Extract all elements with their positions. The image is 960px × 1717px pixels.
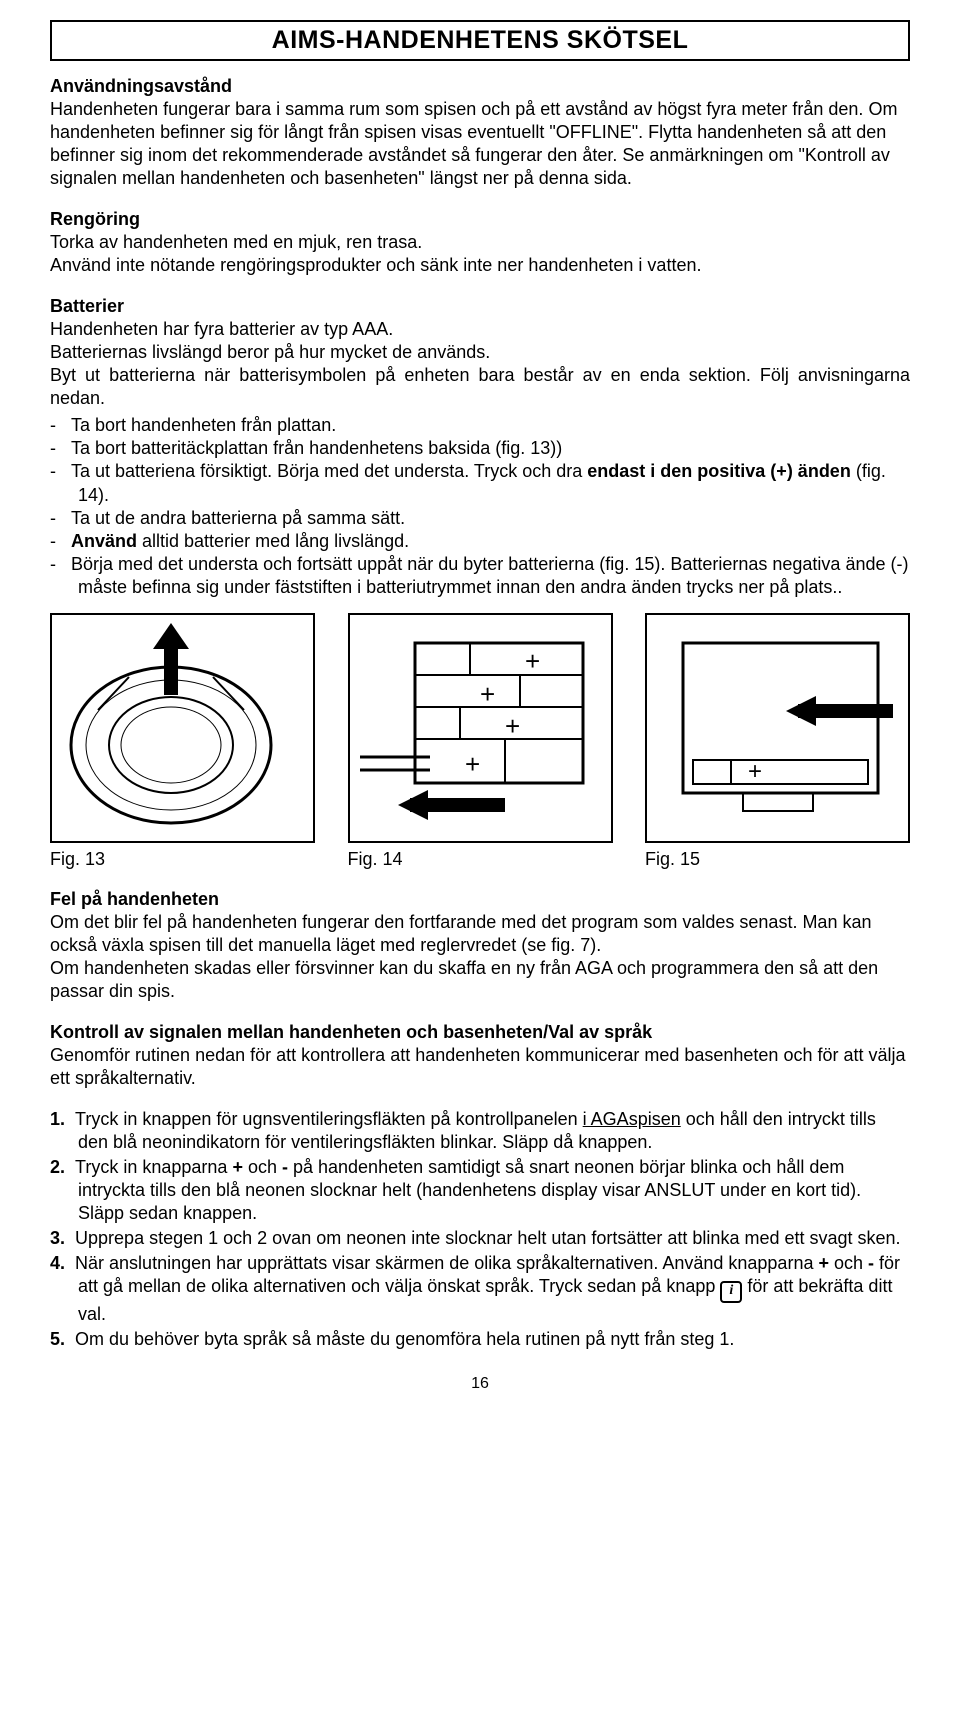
figure-captions: Fig. 13 Fig. 14 Fig. 15 — [50, 849, 910, 870]
fault-head: Fel på handenheten — [50, 889, 219, 909]
page-title: AIMS-HANDENHETENS SKÖTSEL — [52, 26, 908, 55]
info-icon: i — [720, 1281, 742, 1303]
batteries-list: - Ta bort handenheten från plattan. - Ta… — [50, 414, 910, 598]
step-2: 2. Tryck in knapparna + och - på handenh… — [50, 1156, 910, 1225]
step-4: 4. När anslutningen har upprättats visar… — [50, 1252, 910, 1326]
usage-body: Handenheten fungerar bara i samma rum so… — [50, 99, 897, 188]
section-batteries: Batterier Handenheten har fyra batterier… — [50, 295, 910, 410]
batt-li2: - Ta bort batteritäckplattan från handen… — [50, 437, 910, 460]
batteries-p2: Batteriernas livslängd beror på hur myck… — [50, 342, 490, 362]
batteries-p3: Byt ut batterierna när batterisymbolen p… — [50, 364, 910, 410]
figures-row: + + + + + — [50, 613, 910, 843]
step-5: 5. Om du behöver byta språk så måste du … — [50, 1328, 910, 1351]
signal-body: Genomför rutinen nedan för att kontrolle… — [50, 1045, 906, 1088]
cleaning-body: Torka av handenheten med en mjuk, ren tr… — [50, 232, 701, 275]
figure-15: + — [645, 613, 910, 843]
section-usage: Användningsavstånd Handenheten fungerar … — [50, 75, 910, 190]
fig14-caption: Fig. 14 — [348, 849, 613, 870]
page-number: 16 — [50, 1375, 910, 1393]
usage-head: Användningsavstånd — [50, 76, 232, 96]
svg-text:+: + — [748, 758, 762, 785]
signal-steps: 1. Tryck in knappen för ugnsventilerings… — [50, 1108, 910, 1351]
batt-li5: - Använd alltid batterier med lång livsl… — [50, 530, 910, 553]
fig13-caption: Fig. 13 — [50, 849, 315, 870]
fault-body: Om det blir fel på handenheten fungerar … — [50, 912, 878, 1001]
batt-li1: - Ta bort handenheten från plattan. — [50, 414, 910, 437]
batt-li6: - Börja med det understa och fortsätt up… — [50, 553, 910, 599]
section-fault: Fel på handenheten Om det blir fel på ha… — [50, 888, 910, 1003]
fig15-caption: Fig. 15 — [645, 849, 910, 870]
cleaning-head: Rengöring — [50, 209, 140, 229]
batt-li3: - Ta ut batteriena försiktigt. Börja med… — [50, 460, 910, 506]
batteries-head: Batterier — [50, 296, 124, 316]
batteries-p1: Handenheten har fyra batterier av typ AA… — [50, 319, 393, 339]
page: AIMS-HANDENHETENS SKÖTSEL Användningsavs… — [0, 0, 960, 1423]
section-cleaning: Rengöring Torka av handenheten med en mj… — [50, 208, 910, 277]
svg-text:+: + — [525, 646, 540, 676]
signal-head: Kontroll av signalen mellan handenheten … — [50, 1022, 652, 1042]
fig13-svg — [53, 615, 313, 841]
svg-text:+: + — [505, 711, 520, 741]
figure-13 — [50, 613, 315, 843]
fig15-svg: + — [648, 615, 908, 841]
fig14-svg: + + + + — [350, 615, 610, 841]
svg-text:+: + — [465, 749, 480, 779]
title-box: AIMS-HANDENHETENS SKÖTSEL — [50, 20, 910, 61]
batt-li4: - Ta ut de andra batterierna på samma sä… — [50, 507, 910, 530]
figure-14: + + + + — [348, 613, 613, 843]
step-1: 1. Tryck in knappen för ugnsventilerings… — [50, 1108, 910, 1154]
svg-text:+: + — [480, 679, 495, 709]
section-signal: Kontroll av signalen mellan handenheten … — [50, 1021, 910, 1090]
step-3: 3. Upprepa stegen 1 och 2 ovan om neonen… — [50, 1227, 910, 1250]
